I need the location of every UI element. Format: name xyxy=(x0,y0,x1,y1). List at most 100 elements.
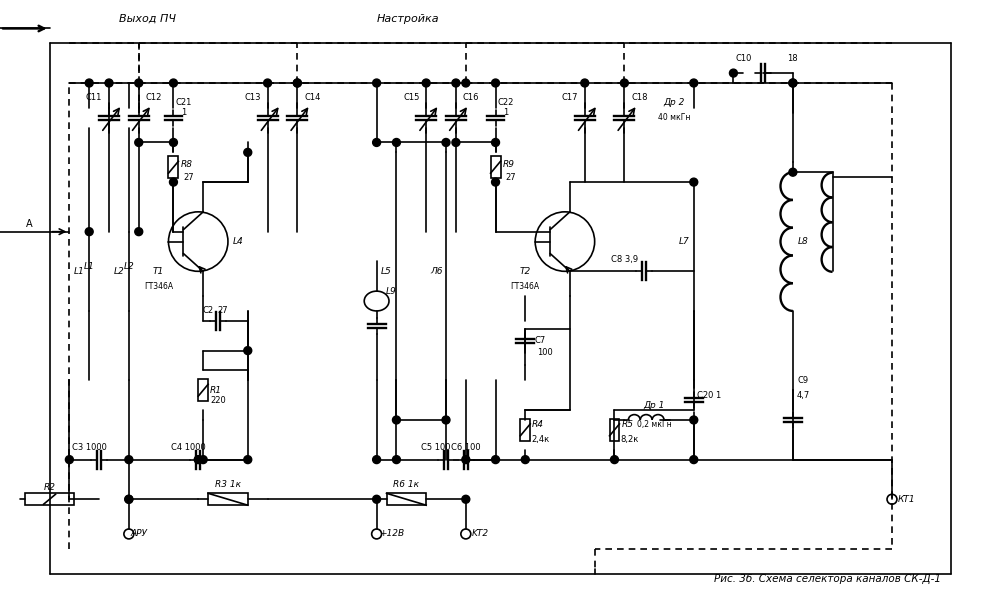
Circle shape xyxy=(690,79,698,87)
Text: C12: C12 xyxy=(145,93,162,103)
Bar xyxy=(610,419,619,441)
Circle shape xyxy=(293,79,301,87)
Circle shape xyxy=(293,79,301,87)
Circle shape xyxy=(105,79,113,87)
Circle shape xyxy=(194,456,202,464)
Text: R4: R4 xyxy=(532,420,544,430)
Text: 40 мкГн: 40 мкГн xyxy=(658,113,690,122)
Text: R8: R8 xyxy=(180,159,192,169)
Text: С9: С9 xyxy=(797,376,808,385)
Text: 1: 1 xyxy=(181,108,186,117)
Text: 100: 100 xyxy=(537,348,553,357)
Text: 2,4к: 2,4к xyxy=(531,435,549,444)
Circle shape xyxy=(169,79,177,87)
Text: 27: 27 xyxy=(505,173,516,181)
Text: КТ1: КТ1 xyxy=(898,495,916,503)
Circle shape xyxy=(373,79,381,87)
Text: A: A xyxy=(26,219,33,229)
Text: ГТ346А: ГТ346А xyxy=(511,282,540,291)
Text: С10: С10 xyxy=(735,54,752,63)
Circle shape xyxy=(620,79,628,87)
Text: Выход ПЧ: Выход ПЧ xyxy=(119,13,176,24)
Text: C16: C16 xyxy=(463,93,479,103)
Text: 1: 1 xyxy=(503,108,508,117)
Text: 8,2к: 8,2к xyxy=(620,435,639,444)
Text: L2: L2 xyxy=(123,262,134,271)
Circle shape xyxy=(690,456,698,464)
Circle shape xyxy=(690,416,698,424)
Text: C2: C2 xyxy=(203,307,214,315)
Circle shape xyxy=(392,456,400,464)
Text: L7: L7 xyxy=(678,237,689,246)
Circle shape xyxy=(85,228,93,236)
Text: L8: L8 xyxy=(797,237,808,246)
Circle shape xyxy=(169,139,177,147)
Text: АРУ: АРУ xyxy=(130,530,147,538)
Text: ГТ346А: ГТ346А xyxy=(144,282,173,291)
Text: Настройка: Настройка xyxy=(377,13,439,24)
Circle shape xyxy=(125,496,133,503)
Circle shape xyxy=(125,456,133,464)
Circle shape xyxy=(452,139,460,147)
Circle shape xyxy=(492,79,500,87)
Circle shape xyxy=(492,139,500,147)
Text: L9: L9 xyxy=(386,287,397,296)
Text: R6 1к: R6 1к xyxy=(393,480,419,489)
Circle shape xyxy=(492,456,500,464)
Text: C15: C15 xyxy=(403,93,419,103)
Text: C5 100: C5 100 xyxy=(421,443,451,452)
Text: R5: R5 xyxy=(621,420,633,430)
Circle shape xyxy=(169,178,177,186)
Text: C18: C18 xyxy=(631,93,648,103)
Text: 220: 220 xyxy=(210,396,226,404)
Text: 4,7: 4,7 xyxy=(796,390,809,400)
Circle shape xyxy=(521,456,529,464)
Text: R2: R2 xyxy=(44,483,56,492)
Text: T2: T2 xyxy=(520,267,531,276)
Circle shape xyxy=(199,456,207,464)
Circle shape xyxy=(422,79,430,87)
Circle shape xyxy=(581,79,589,87)
Circle shape xyxy=(789,79,797,87)
Circle shape xyxy=(462,456,470,464)
Text: 27: 27 xyxy=(218,307,228,315)
Text: KT2: KT2 xyxy=(472,530,489,538)
Circle shape xyxy=(611,456,618,464)
Text: C14: C14 xyxy=(304,93,320,103)
Text: L1: L1 xyxy=(84,262,95,271)
Circle shape xyxy=(392,139,400,147)
Circle shape xyxy=(373,139,381,147)
Text: Рис. 3б. Схема селектора каналов СК-Д-1: Рис. 3б. Схема селектора каналов СК-Д-1 xyxy=(714,574,941,584)
Text: C22: C22 xyxy=(497,98,514,108)
Circle shape xyxy=(125,496,133,503)
Circle shape xyxy=(244,148,252,156)
Bar xyxy=(491,156,501,178)
Circle shape xyxy=(462,79,470,87)
Circle shape xyxy=(135,79,143,87)
Circle shape xyxy=(492,178,500,186)
Text: C4 1000: C4 1000 xyxy=(171,443,206,452)
Text: L1: L1 xyxy=(74,267,85,276)
Text: 18: 18 xyxy=(788,54,798,63)
Text: C7: C7 xyxy=(535,336,546,345)
Text: R1: R1 xyxy=(210,386,222,395)
Circle shape xyxy=(264,79,272,87)
Circle shape xyxy=(244,456,252,464)
Circle shape xyxy=(729,69,737,77)
Text: 27: 27 xyxy=(183,173,194,181)
Circle shape xyxy=(65,456,73,464)
Circle shape xyxy=(452,79,460,87)
Circle shape xyxy=(442,139,450,147)
Bar xyxy=(168,156,178,178)
Circle shape xyxy=(85,79,93,87)
Text: C21: C21 xyxy=(175,98,192,108)
Circle shape xyxy=(135,228,143,236)
Bar xyxy=(208,493,248,505)
Text: C13: C13 xyxy=(244,93,261,103)
Circle shape xyxy=(373,456,381,464)
Text: Л6: Л6 xyxy=(430,267,442,276)
Circle shape xyxy=(789,168,797,176)
Text: C20 1: C20 1 xyxy=(697,390,721,400)
Text: T1: T1 xyxy=(153,267,164,276)
Text: 0,2 мкГн: 0,2 мкГн xyxy=(637,420,672,430)
